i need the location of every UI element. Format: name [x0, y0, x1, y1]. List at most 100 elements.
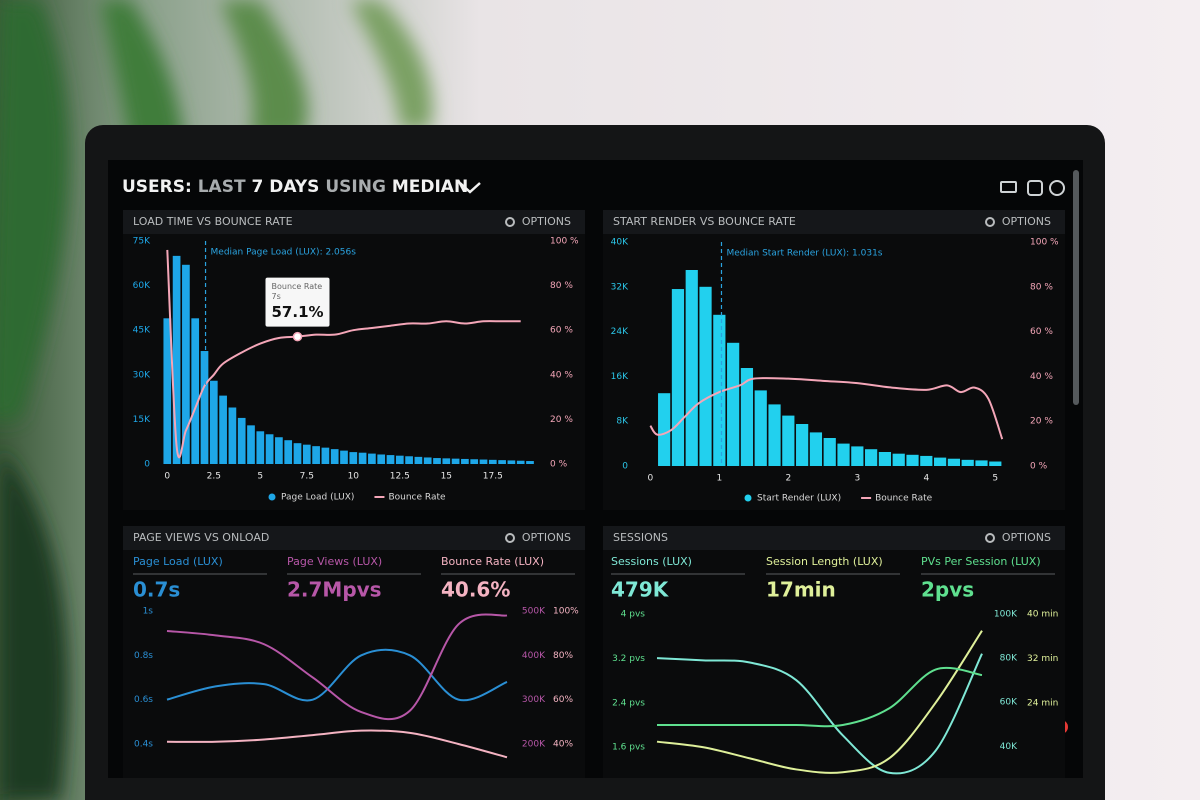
histogram-bar: [713, 314, 726, 466]
kpi-label: Session Length (LUX): [766, 555, 883, 568]
histogram-bar: [809, 432, 823, 466]
histogram-bar: [975, 460, 988, 466]
y2-tick-label: 60K: [1000, 698, 1018, 708]
help-icon[interactable]: [1049, 180, 1065, 196]
dashboard-title[interactable]: USERS: LAST 7 DAYS USING MEDIAN: [122, 177, 468, 197]
monitor-icon[interactable]: [1000, 181, 1017, 193]
histogram-bar: [892, 453, 905, 466]
tooltip-value: 57.1%: [272, 303, 324, 321]
title-part: USING: [325, 177, 386, 197]
options-button[interactable]: OPTIONS: [1002, 215, 1051, 228]
x-tick-label: 10: [348, 472, 360, 482]
y-tick-label: 0.8s: [134, 651, 153, 661]
kpi-value: 2pvs: [921, 578, 974, 602]
y-tick-label: 0: [144, 460, 150, 470]
kpi-label: PVs Per Session (LUX): [921, 555, 1041, 568]
share-icon[interactable]: [1027, 180, 1043, 196]
scrollbar[interactable]: [1073, 170, 1079, 405]
series-line: [166, 648, 508, 702]
y-tick-label: 0: [622, 462, 628, 472]
panel-header: [603, 526, 1065, 550]
histogram-bar: [442, 458, 451, 464]
x-tick-label: 2.5: [207, 472, 221, 482]
y-tick-label: 75K: [133, 237, 151, 247]
legend-label: Bounce Rate: [388, 493, 446, 503]
y3-tick-label: 32 min: [1027, 654, 1058, 664]
y-tick-label: 1s: [143, 607, 154, 617]
histogram-bar: [182, 264, 190, 464]
histogram-bar: [947, 458, 961, 466]
series-line: [166, 249, 521, 459]
x-tick-label: 1: [716, 474, 722, 484]
y-tick-label: 24K: [611, 327, 629, 337]
panel-header: [123, 210, 585, 234]
histogram-bar: [906, 454, 919, 466]
histogram-bar: [768, 404, 781, 466]
histogram-bar: [451, 458, 460, 464]
options-button[interactable]: OPTIONS: [522, 215, 571, 228]
y2-tick-label: 80 %: [1030, 282, 1053, 292]
options-button[interactable]: OPTIONS: [1002, 531, 1051, 544]
histogram-bar: [796, 424, 809, 466]
histogram-bar: [275, 437, 283, 464]
histogram-bar: [302, 444, 311, 464]
histogram-bar: [433, 458, 441, 464]
title-part: USERS:: [122, 177, 192, 197]
title-part: 7 DAYS: [251, 177, 319, 197]
histogram-bar: [219, 395, 227, 464]
kpi-label: Page Load (LUX): [133, 555, 223, 568]
histogram-bar: [498, 460, 506, 464]
histogram-bar: [740, 368, 754, 466]
histogram-bar: [386, 455, 395, 464]
median-label: Median Page Load (LUX): 2.056s: [211, 248, 357, 258]
y3-tick-label: 24 min: [1027, 698, 1058, 708]
kpi-value: 40.6%: [441, 578, 510, 602]
panel-title: PAGE VIEWS VS ONLOAD: [133, 531, 269, 544]
y-tick-label: 45K: [133, 326, 151, 336]
panel-header: [123, 526, 585, 550]
histogram-bar: [265, 434, 274, 464]
y2-tick-label: 60 %: [550, 326, 573, 336]
kpi-label: Bounce Rate (LUX): [441, 555, 544, 568]
gear-icon: [985, 533, 995, 543]
gear-icon: [505, 217, 515, 227]
y-tick-label: 32K: [611, 282, 629, 292]
title-part: MEDIAN: [392, 177, 468, 197]
series-line: [649, 377, 1004, 440]
x-tick-label: 12.5: [390, 472, 410, 482]
y3-tick-label: 60%: [553, 695, 573, 705]
kpi-value: 17min: [766, 578, 836, 602]
histogram-bar: [685, 270, 698, 466]
histogram-bar: [920, 455, 933, 466]
histogram-bar: [837, 443, 850, 466]
histogram-bar: [671, 289, 685, 466]
y3-tick-label: 40 min: [1027, 610, 1058, 620]
y-tick-label: 1.6 pvs: [612, 743, 645, 753]
y-tick-label: 8K: [616, 417, 629, 427]
y2-tick-label: 300K: [522, 695, 546, 705]
y2-tick-label: 40 %: [1030, 372, 1053, 382]
y2-tick-label: 60 %: [1030, 327, 1053, 337]
histogram-bar: [200, 351, 209, 464]
histogram-bar: [284, 440, 293, 464]
histogram-bar: [312, 446, 320, 464]
kpi-label: Sessions (LUX): [611, 555, 692, 568]
kpi-value: 2.7Mpvs: [287, 578, 382, 602]
y2-tick-label: 100K: [994, 610, 1018, 620]
histogram-bar: [961, 459, 974, 466]
histogram-bar: [293, 443, 302, 464]
dropdown-chevron[interactable]: [459, 182, 481, 194]
options-button[interactable]: OPTIONS: [522, 531, 571, 544]
series-line: [656, 653, 983, 775]
y-tick-label: 3.2 pvs: [612, 654, 645, 664]
histogram-bar: [865, 449, 878, 466]
series-line: [656, 666, 983, 728]
y2-tick-label: 100 %: [1030, 238, 1059, 248]
histogram-bar: [934, 457, 947, 466]
histogram-bar: [209, 380, 218, 464]
histogram-bar: [247, 425, 255, 464]
y2-tick-label: 80 %: [550, 281, 573, 291]
panel: [603, 526, 1065, 778]
y-tick-label: 15K: [133, 415, 151, 425]
y-tick-label: 0.4s: [134, 739, 153, 749]
